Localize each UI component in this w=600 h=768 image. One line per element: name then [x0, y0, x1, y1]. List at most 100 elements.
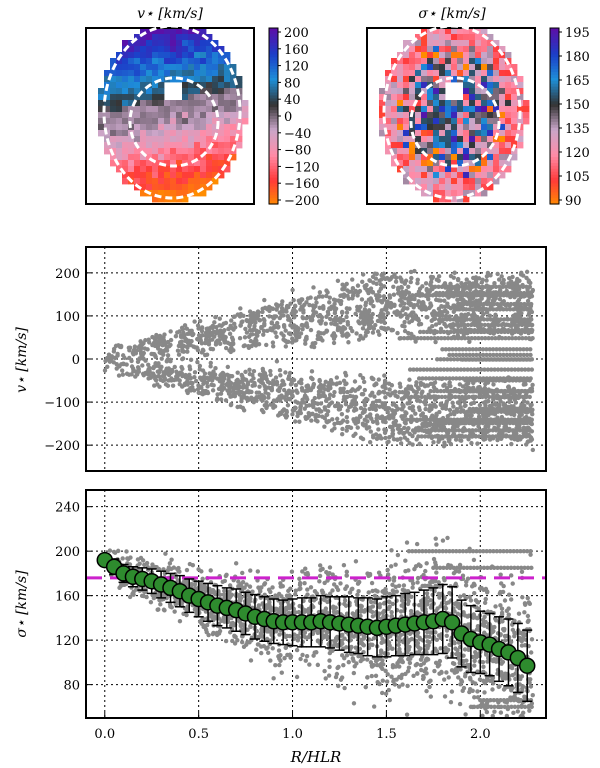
velocity-point	[497, 434, 502, 439]
map-pixel	[146, 34, 153, 41]
map-pixel	[511, 130, 518, 137]
map-pixel	[170, 154, 177, 161]
map-pixel	[451, 124, 458, 131]
dispersion-point	[515, 709, 521, 714]
map-pixel	[170, 34, 177, 41]
velocity-point	[414, 398, 420, 403]
dispersion-point	[338, 581, 343, 586]
velocity-point	[277, 368, 283, 373]
map-pixel	[433, 64, 440, 71]
map-pixel	[110, 130, 117, 137]
map-pixel	[122, 172, 129, 179]
map-pixel	[170, 40, 177, 47]
velocity-point	[457, 382, 463, 387]
velocity-point	[221, 335, 227, 341]
dispersion-colorbar-swatch	[550, 127, 559, 132]
map-pixel	[415, 70, 422, 77]
velocity-point	[408, 269, 414, 275]
velocity-point	[354, 331, 359, 336]
velocity-point	[288, 301, 293, 306]
map-pixel	[439, 40, 446, 47]
map-pixel	[224, 154, 231, 161]
map-pixel	[122, 112, 129, 119]
velocity-point	[180, 373, 185, 379]
map-pixel	[158, 112, 165, 119]
velocity-point	[324, 412, 330, 417]
velocity-point	[371, 376, 376, 382]
map-pixel	[481, 106, 488, 113]
map-pixel	[182, 28, 189, 35]
velocity-point	[458, 438, 463, 443]
velocity-point	[389, 275, 395, 280]
velocity-point	[200, 333, 205, 338]
dispersion-colorbar-swatch	[550, 33, 559, 38]
velocity-point	[229, 318, 234, 323]
velocity-point	[290, 393, 295, 398]
map-pixel	[433, 46, 440, 53]
velocity-point	[274, 359, 280, 364]
map-pixel	[409, 64, 416, 71]
velocity-point	[499, 274, 504, 279]
map-pixel	[499, 112, 506, 119]
map-pixel	[463, 154, 470, 161]
map-pixel	[469, 142, 476, 149]
map-pixel	[152, 64, 159, 71]
map-pixel	[415, 166, 422, 173]
map-pixel	[433, 34, 440, 41]
velocity-point	[468, 417, 474, 422]
map-pixel	[511, 136, 518, 143]
velocity-point	[323, 321, 328, 326]
map-pixel	[194, 118, 201, 125]
dispersion-colorbar-swatch	[550, 192, 559, 196]
map-pixel	[206, 106, 213, 113]
map-pixel	[463, 76, 470, 83]
velocity-point	[404, 429, 410, 434]
map-pixel	[415, 160, 422, 167]
velocity-point	[524, 269, 530, 275]
velocity-point	[267, 308, 272, 314]
map-pixel	[170, 52, 177, 59]
map-pixel	[517, 130, 524, 137]
map-pixel	[218, 106, 225, 113]
map-pixel	[176, 34, 183, 41]
map-pixel	[182, 184, 189, 191]
velocity-point	[304, 334, 309, 340]
map-pixel	[158, 196, 165, 203]
velocity-point	[528, 406, 533, 412]
velocity-point	[295, 400, 301, 405]
velocity-point	[340, 310, 345, 316]
velocity-point	[399, 284, 404, 290]
velocity-point	[341, 386, 346, 391]
map-pixel	[487, 106, 494, 113]
map-pixel	[427, 100, 434, 107]
map-pixel	[457, 142, 464, 149]
map-pixel	[176, 64, 183, 71]
map-pixel	[463, 136, 470, 143]
map-pixel	[170, 148, 177, 155]
map-pixel	[445, 190, 452, 197]
map-pixel	[427, 154, 434, 161]
velocity-point	[169, 368, 174, 374]
velocity-point	[400, 289, 405, 295]
velocity-point	[427, 289, 432, 294]
map-pixel	[158, 52, 165, 59]
map-pixel	[176, 58, 183, 65]
velocity-point	[528, 352, 533, 358]
velocity-point	[436, 274, 442, 279]
map-pixel	[158, 130, 165, 137]
map-pixel	[152, 160, 159, 167]
velocity-point	[448, 417, 453, 422]
dispersion-colorbar-swatch	[550, 69, 559, 73]
velocity-point	[373, 407, 379, 412]
map-pixel	[182, 112, 189, 119]
map-pixel	[176, 100, 183, 107]
velocity-point	[335, 278, 341, 283]
map-pixel	[134, 88, 141, 95]
dispersion-colorbar-swatch	[550, 60, 559, 64]
map-pixel	[403, 160, 410, 167]
map-pixel	[134, 172, 141, 179]
velocity-point	[130, 350, 136, 356]
map-pixel	[445, 136, 452, 143]
velocity-point	[175, 348, 181, 353]
